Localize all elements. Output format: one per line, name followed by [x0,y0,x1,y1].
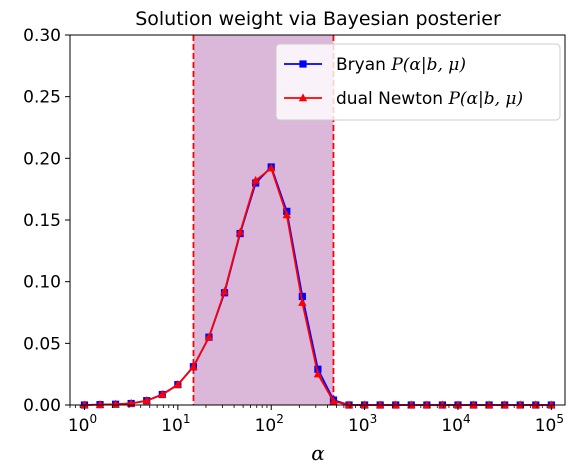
x-tick-label: 102 [255,412,284,436]
series-1-point [360,400,369,409]
series-1-point [531,400,540,409]
y-tick-label: 0.30 [23,26,61,46]
x-tick-label: 101 [161,412,190,436]
series-1-point [204,332,214,341]
series-1-point [391,400,400,409]
series-1-point [282,210,291,219]
series-1-point [484,400,494,409]
series-1-point [251,175,260,184]
legend-label-1: dual Newton P(α|b, μ) [336,89,523,109]
series-0-point [298,292,306,301]
series-1-point [80,400,89,409]
series-1-point [173,380,183,388]
series-1-point [313,369,323,378]
series-1-point [95,400,105,408]
series-1-point [235,227,245,236]
x-tick-label: 104 [441,412,470,436]
series-1-point [547,400,556,409]
y-tick-label: 0.20 [23,149,61,169]
series-1-point [469,400,478,409]
series-1-point [516,400,525,409]
y-tick-label: 0.15 [23,211,61,231]
y-tick-label: 0.10 [23,273,61,293]
x-axis-label: α [311,441,325,465]
x-tick-label: 105 [535,412,564,436]
y-tick-label: 0.25 [23,88,61,108]
x-tick-label: 100 [68,412,97,436]
series-1-point [344,400,354,409]
series-1-point [158,389,167,398]
series-1-point [375,400,385,409]
series-1-point [267,163,276,172]
series-1-point [111,399,120,408]
series-1-point [422,400,432,409]
chart-title: Solution weight via Bayesian posterier [135,8,501,30]
series-1-point [438,400,447,409]
x-tick-label: 103 [348,412,377,436]
legend [275,43,561,121]
y-tick-label: 0.00 [23,396,61,416]
series-1-point [189,362,198,370]
series-1-point [453,400,463,409]
y-tick-label: 0.05 [23,334,61,354]
series-1-point [142,396,151,404]
series-1-point [220,286,229,295]
legend-marker-0 [299,60,307,68]
series-1-point [298,298,307,306]
legend-marker-1 [298,93,308,102]
series-0-point [314,365,322,373]
series-1-point [329,396,338,405]
legend-label-0: Bryan P(α|b, μ) [336,55,466,75]
